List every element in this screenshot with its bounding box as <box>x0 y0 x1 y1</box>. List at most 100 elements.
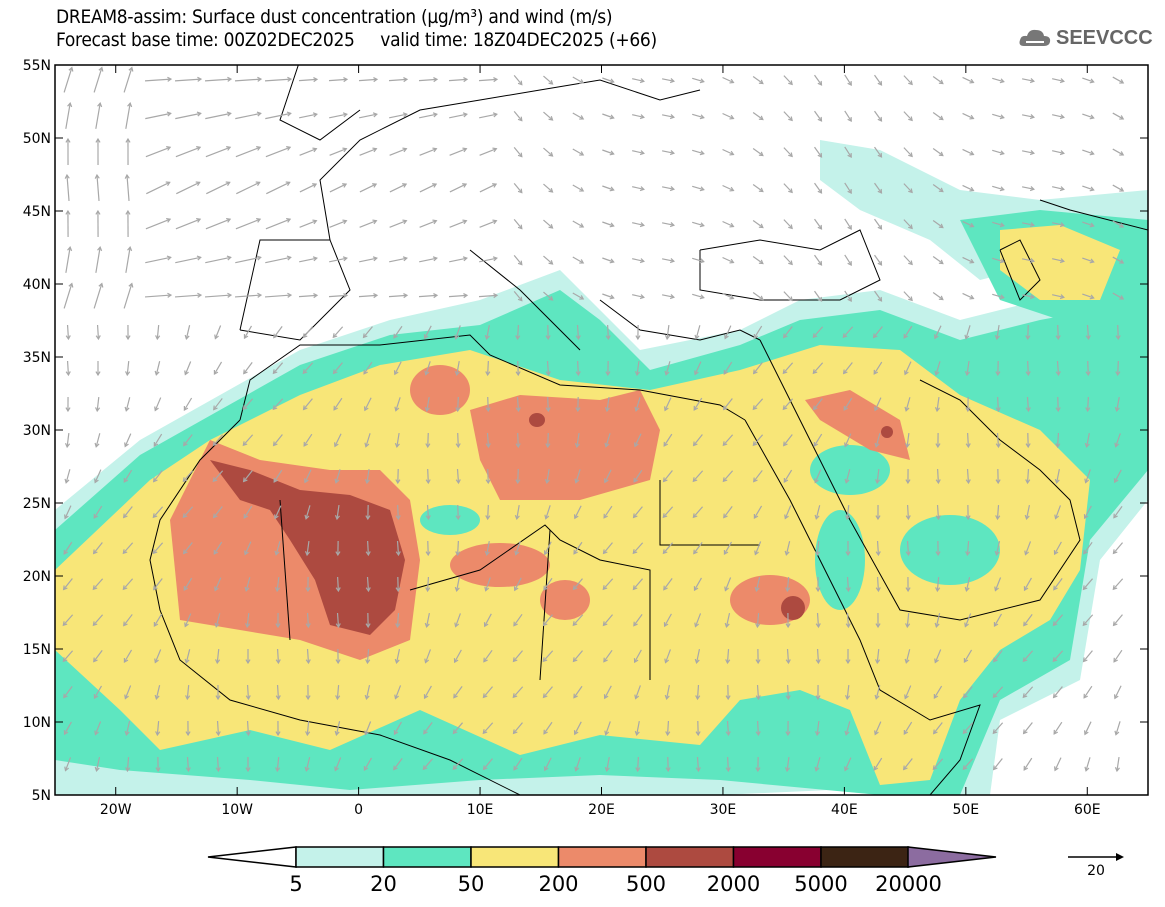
wind-arrow <box>185 756 191 773</box>
wind-arrow <box>782 326 793 339</box>
wind-arrow <box>175 111 202 120</box>
wind-arrow <box>784 505 792 520</box>
wind-arrow <box>364 721 372 736</box>
wind-arrow <box>212 470 224 483</box>
wind-arrow <box>963 649 973 664</box>
wind-arrow <box>394 685 402 700</box>
wind-arrow <box>755 756 761 773</box>
wind-arrow <box>95 102 103 129</box>
wind-arrow <box>994 541 1001 556</box>
wind-arrow <box>205 217 232 230</box>
lon-tick-label: 20E <box>588 802 615 818</box>
wind-arrow <box>65 137 71 166</box>
wind-arrow <box>333 397 343 411</box>
wind-arrow <box>449 112 468 119</box>
wind-arrow <box>814 469 822 484</box>
wind-arrow <box>632 222 645 228</box>
wind-arrow <box>153 613 163 627</box>
wind-arrow <box>1022 222 1036 228</box>
wind-arrow <box>242 434 254 447</box>
wind-arrow <box>1022 686 1034 699</box>
wind-arrow <box>752 398 764 411</box>
wind-arrow <box>1083 685 1093 699</box>
wind-arrow <box>694 649 701 664</box>
wind-arrow <box>95 324 101 341</box>
wind-arrow <box>124 397 131 412</box>
wind-arrow <box>64 173 70 202</box>
wind-arrow <box>328 77 349 83</box>
wind-arrow <box>844 433 852 448</box>
wind-arrow <box>543 255 554 265</box>
wind-arrow <box>965 504 971 521</box>
wind-arrow <box>874 182 883 194</box>
wind-arrow <box>146 181 171 195</box>
wind-arrow <box>305 648 311 665</box>
wind-arrow <box>395 504 401 521</box>
wind-arrow <box>243 505 253 519</box>
wind-arrow <box>602 293 615 300</box>
wind-arrow <box>215 756 221 773</box>
wind-arrow <box>662 506 674 519</box>
wind-arrow <box>212 434 224 447</box>
wind-arrow <box>275 756 281 773</box>
wind-arrow <box>874 110 883 122</box>
wind-arrow <box>334 721 341 736</box>
wind-arrow <box>182 470 194 483</box>
wind-arrow <box>64 469 71 484</box>
wind-arrow <box>785 576 791 593</box>
wind-arrow <box>93 685 103 700</box>
wind-arrow <box>603 649 613 663</box>
wind-arrow <box>634 685 641 700</box>
wind-arrow <box>1023 614 1033 627</box>
wind-arrow <box>1082 614 1094 627</box>
wind-arrow <box>174 76 203 82</box>
wind-arrow <box>573 505 582 520</box>
wind-arrow <box>1114 433 1121 448</box>
wind-arrow <box>604 757 610 773</box>
wind-arrow <box>934 361 941 376</box>
wind-arrow <box>694 325 701 340</box>
wind-arrow <box>419 256 438 263</box>
wind-arrow <box>265 217 292 230</box>
wind-arrow <box>1085 396 1091 413</box>
cloud-icon <box>1019 29 1051 46</box>
wind-arrow <box>62 614 74 627</box>
wind-arrow <box>934 325 942 340</box>
wind-arrow <box>363 757 373 772</box>
wind-arrow <box>694 613 702 628</box>
wind-arrow <box>512 650 523 663</box>
wind-arrow <box>512 686 524 699</box>
wind-arrow <box>664 685 670 701</box>
wind-arrow <box>358 293 379 299</box>
wind-arrow <box>334 469 341 484</box>
wind-arrow <box>245 756 251 773</box>
wind-arrow <box>485 504 491 521</box>
wind-arrow <box>995 432 1001 449</box>
wind-arrow <box>814 505 821 520</box>
seevccc-logo: SEEVCCC <box>1018 26 1153 50</box>
wind-arrow <box>844 110 852 123</box>
wind-arrow <box>815 648 821 665</box>
wind-arrow <box>545 324 551 341</box>
wind-arrow <box>1112 542 1123 555</box>
wind-arrow <box>572 148 585 156</box>
wind-arrow <box>1115 324 1121 341</box>
wind-arrow <box>244 612 251 629</box>
wind-arrow <box>543 183 554 193</box>
wind-arrow <box>183 577 193 591</box>
wind-arrow <box>873 757 883 771</box>
wind-arrow <box>662 186 676 192</box>
wind-arrow <box>245 684 251 701</box>
colorbar-label: 500 <box>626 872 666 896</box>
wind-arrow <box>95 396 101 413</box>
wind-arrow <box>153 433 163 447</box>
wind-arrow <box>423 325 432 340</box>
wind-arrow <box>905 468 911 485</box>
wind-arrow <box>455 540 461 557</box>
wind-arrow <box>479 147 498 156</box>
wind-arrow <box>479 112 498 119</box>
chart-title: DREAM8-assim: Surface dust concentration… <box>56 6 613 28</box>
wind-arrow <box>692 113 705 120</box>
lon-tick-label: 60E <box>1074 802 1101 818</box>
